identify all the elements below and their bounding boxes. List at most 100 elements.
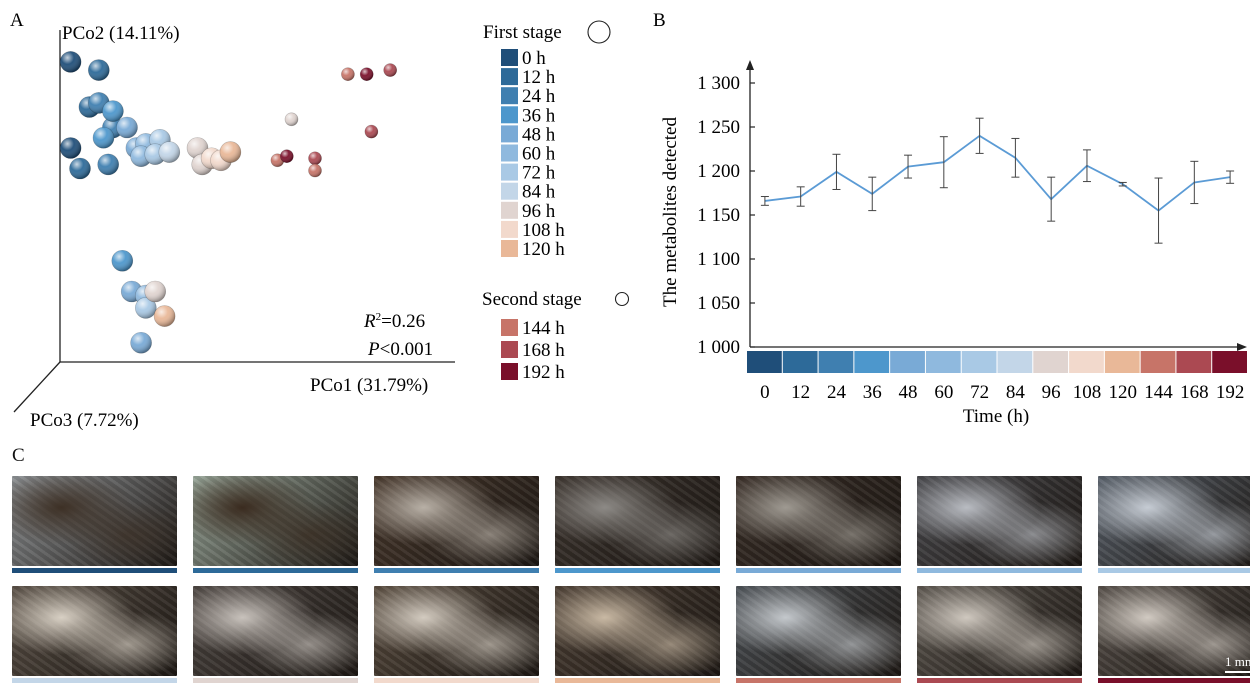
colorbar-cell: [782, 351, 818, 373]
panel-letter-b: B: [653, 10, 666, 31]
legend-label: 84 h: [522, 182, 556, 203]
error-bar: [760, 196, 769, 206]
legend-swatch: [501, 68, 518, 86]
error-bar: [1190, 160, 1199, 205]
pcoa-point: [92, 126, 115, 149]
culture-photo: [736, 476, 901, 573]
y-tick-label: 1 200: [697, 161, 740, 182]
error-bar: [796, 186, 805, 207]
x-tick-label: 192: [1216, 382, 1245, 403]
pcoa-point: [59, 51, 82, 73]
culture-photo: [12, 476, 177, 573]
pcoa-point: [279, 149, 294, 163]
x-axis-arrow: [1237, 343, 1247, 351]
line-y-axis-label: The metabolites detected: [660, 117, 681, 307]
photo-image: [1098, 476, 1250, 566]
legend-label: 72 h: [522, 163, 556, 184]
legend-title-first-stage: First stage: [483, 22, 562, 43]
photo-image: [555, 586, 720, 676]
photo-image: [374, 586, 539, 676]
time-colorbar: 0 12 24 36 48 60 72 84 96 108 120 144 168 192: [747, 351, 1247, 403]
pcoa-point: [69, 157, 91, 180]
legend-swatch: [501, 240, 518, 257]
legend-swatch: [501, 319, 518, 336]
pcoa-point: [284, 112, 299, 127]
line-series: [760, 117, 1235, 244]
error-bar: [1154, 177, 1163, 244]
legend-swatch: [501, 49, 518, 66]
pcoa-y-axis-label: PCo2 (14.11%): [62, 23, 180, 44]
x-tick-label: 36: [863, 382, 882, 403]
y-tick-label: 1 300: [697, 73, 740, 94]
x-tick-label: 84: [1006, 382, 1026, 403]
pcoa-point: [59, 137, 82, 159]
legend-swatch: [501, 363, 518, 380]
photo-image: [12, 476, 177, 566]
photo-color-strip: [193, 568, 358, 573]
photo-image: [1098, 586, 1250, 676]
colorbar-cell: [1069, 351, 1104, 373]
culture-photo: [193, 476, 358, 573]
scale-bar: 1 mm: [1225, 654, 1250, 673]
photo-image: [374, 476, 539, 566]
culture-photo: [193, 586, 358, 683]
culture-photo: [555, 586, 720, 683]
colorbar-cell: [1104, 351, 1140, 373]
y-tick-label: 1 150: [697, 205, 740, 226]
y-tick-label: 1 050: [697, 293, 740, 314]
pcoa-point: [116, 116, 138, 139]
legend-swatch: [501, 144, 518, 162]
error-bar: [1226, 170, 1235, 184]
pcoa-point: [308, 151, 322, 166]
x-tick-label: 12: [791, 382, 810, 403]
x-tick-label: 60: [934, 382, 953, 403]
legend-swatch: [501, 220, 518, 238]
culture-photo: [374, 476, 539, 573]
pcoa-point: [308, 163, 322, 178]
photo-row-1: [12, 476, 1250, 573]
pcoa-point: [97, 153, 119, 176]
pcoa-point: [364, 124, 379, 139]
pcoa-x-axis-label: PCo1 (31.79%): [310, 375, 428, 396]
pcoa-axes: [13, 30, 455, 413]
pcoa-point: [219, 141, 242, 163]
colorbar-cell: [747, 351, 782, 373]
colorbar-cell: [818, 351, 854, 373]
legend-swatch: [501, 341, 518, 358]
error-bar: [1118, 181, 1127, 187]
legend-label: 108 h: [522, 220, 565, 241]
colorbar-cell: [854, 351, 890, 373]
y-axis-arrow: [746, 60, 754, 70]
culture-photo: [917, 586, 1082, 683]
colorbar-cell: [1212, 351, 1247, 373]
pcoa-point: [158, 141, 181, 163]
error-bar: [975, 117, 984, 154]
photo-image: [736, 476, 901, 566]
x-tick-label: 96: [1042, 382, 1061, 403]
colorbar-cell: [890, 351, 925, 373]
legend-label: 144 h: [522, 318, 565, 339]
legend-swatch: [501, 163, 518, 181]
culture-photo: [917, 476, 1082, 573]
legend-label: 0 h: [522, 48, 546, 69]
photo-image: [193, 476, 358, 566]
pcoa-point: [383, 63, 398, 77]
x-tick-label: 108: [1073, 382, 1102, 403]
culture-photo: 1 mm: [1098, 586, 1250, 683]
legend-label: 12 h: [522, 67, 556, 88]
colorbar-cell: [1033, 351, 1069, 373]
error-bar: [1082, 149, 1091, 183]
legend-label: 60 h: [522, 144, 556, 165]
legend-title-second-stage: Second stage: [482, 289, 582, 310]
x-tick-label: 48: [899, 382, 918, 403]
legend-label: 36 h: [522, 105, 556, 126]
pcoa-points: [59, 51, 398, 354]
colorbar-cell: [997, 351, 1033, 373]
line-y-ticks: 1 000 1 050 1 100 1 150 1 200 1 250 1 300: [697, 73, 755, 358]
x-tick-label: 24: [827, 382, 847, 403]
photo-image: [193, 586, 358, 676]
x-tick-label: 144: [1144, 382, 1173, 403]
legend-label: 24 h: [522, 86, 556, 107]
pcoa-z-axis-label: PCo3 (7.72%): [30, 410, 139, 431]
